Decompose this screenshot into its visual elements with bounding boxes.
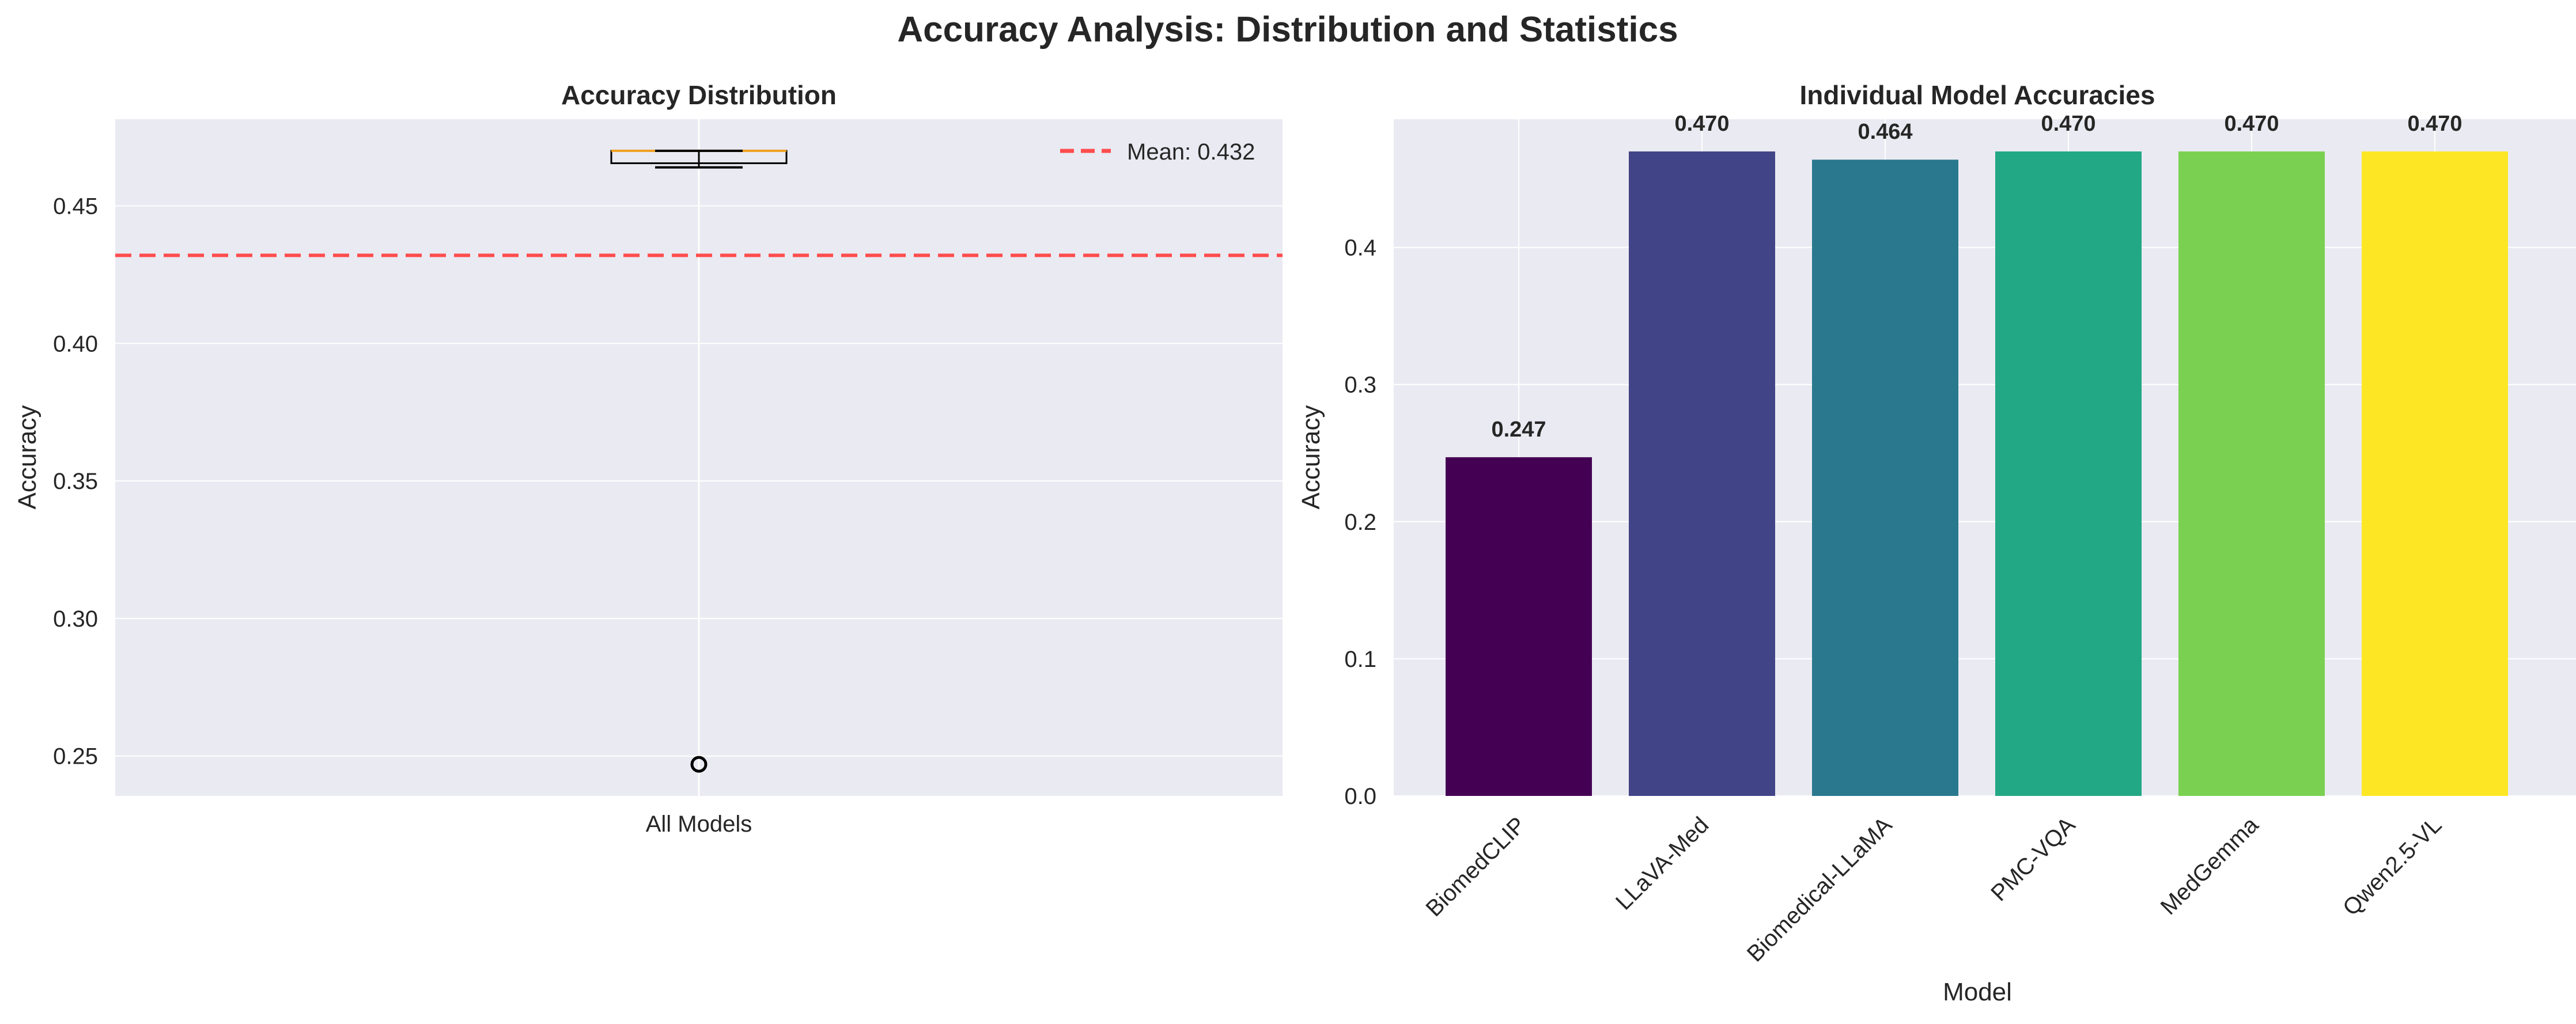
bar bbox=[1629, 151, 1775, 796]
box-plot-legend: Mean: 0.432 bbox=[1060, 139, 1255, 165]
legend-mean-label: Mean: 0.432 bbox=[1127, 139, 1255, 165]
x-tick-label: All Models bbox=[646, 811, 752, 837]
bar-chart-x-axis-label: Model bbox=[1943, 978, 2012, 1006]
bar-chart-panel: 0.247 0.470 0.464 0.470 0.470 0.470 0.0 0.1 0.2… bbox=[1297, 80, 2576, 1006]
box-plot-panel: 0.25 0.30 0.35 0.40 0.45 All Models Accuracy… bbox=[13, 80, 1283, 837]
bar-value-label: 0.470 bbox=[1674, 112, 1729, 136]
bar bbox=[1995, 151, 2142, 796]
bar-value-label: 0.470 bbox=[2041, 112, 2095, 136]
bar-chart-x-tick-labels: BiomedCLIP LLaVA-Med Biomedical-LLaMA PMC-V… bbox=[1421, 812, 2446, 967]
x-tick-label: Qwen2.5-VL bbox=[2338, 812, 2446, 920]
bar-chart-title: Individual Model Accuracies bbox=[1800, 80, 2155, 110]
box-outliers bbox=[690, 756, 708, 773]
box-plot-x-tick-labels: All Models bbox=[646, 811, 752, 837]
bar-value-label: 0.247 bbox=[1491, 418, 1546, 442]
bar bbox=[1446, 457, 1592, 796]
y-tick-label: 0.35 bbox=[53, 469, 98, 494]
bar-value-label: 0.470 bbox=[2407, 112, 2462, 136]
outlier-point bbox=[690, 756, 708, 773]
x-tick-label: Biomedical-LLaMA bbox=[1742, 812, 1897, 967]
bar-value-label: 0.470 bbox=[2224, 112, 2279, 136]
box-plot-y-axis-label: Accuracy bbox=[13, 405, 41, 510]
x-tick-label: BiomedCLIP bbox=[1421, 812, 1530, 921]
y-tick-label: 0.4 bbox=[1344, 236, 1376, 261]
box-plot-y-tick-labels: 0.25 0.30 0.35 0.40 0.45 bbox=[53, 194, 98, 769]
x-tick-label: MedGemma bbox=[2156, 812, 2264, 920]
box-plot-gridlines bbox=[115, 119, 1283, 796]
y-tick-label: 0.45 bbox=[53, 194, 98, 219]
bar bbox=[1812, 160, 1958, 797]
bar-chart-y-tick-labels: 0.0 0.1 0.2 0.3 0.4 bbox=[1344, 236, 1376, 809]
bars bbox=[1446, 151, 2508, 797]
bar-value-label: 0.464 bbox=[1858, 120, 1912, 144]
x-tick-label: PMC-VQA bbox=[1986, 812, 2080, 906]
bar-value-labels: 0.247 0.470 0.464 0.470 0.470 0.470 bbox=[1491, 112, 2462, 442]
y-tick-label: 0.2 bbox=[1344, 510, 1376, 535]
bar-chart-y-axis-label: Accuracy bbox=[1297, 405, 1325, 510]
bar bbox=[2178, 151, 2325, 796]
y-tick-label: 0.3 bbox=[1344, 373, 1376, 398]
box-plot-title: Accuracy Distribution bbox=[561, 80, 837, 110]
figure-title: Accuracy Analysis: Distribution and Stat… bbox=[897, 10, 1678, 50]
y-tick-label: 0.30 bbox=[53, 606, 98, 632]
bar bbox=[2362, 151, 2508, 796]
y-tick-label: 0.40 bbox=[53, 331, 98, 356]
x-tick-label: LLaVA-Med bbox=[1611, 812, 1713, 915]
y-tick-label: 0.25 bbox=[53, 744, 98, 769]
y-tick-label: 0.0 bbox=[1344, 784, 1376, 809]
y-tick-label: 0.1 bbox=[1344, 647, 1376, 672]
